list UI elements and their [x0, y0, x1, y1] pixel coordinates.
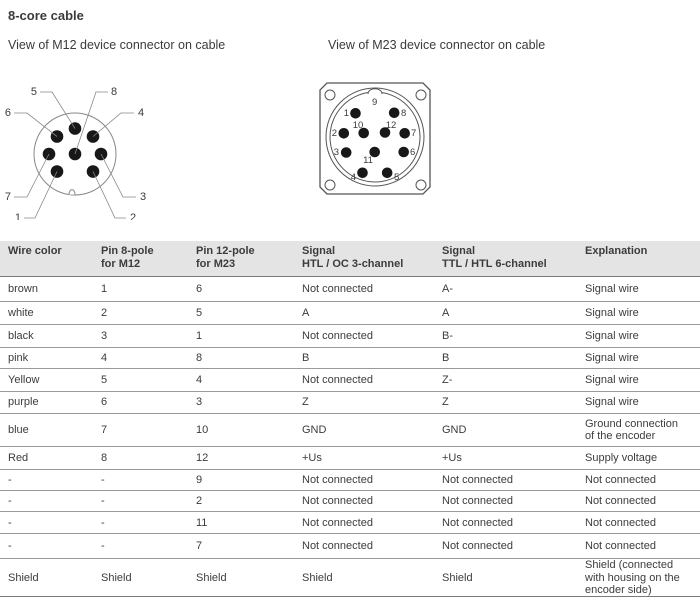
svg-text:10: 10	[353, 120, 364, 131]
svg-text:1: 1	[15, 212, 21, 220]
svg-text:7: 7	[411, 128, 416, 139]
svg-text:8: 8	[401, 108, 406, 119]
svg-text:2: 2	[332, 128, 337, 139]
svg-text:5: 5	[31, 86, 37, 98]
svg-text:4: 4	[138, 107, 144, 119]
svg-text:9: 9	[372, 97, 377, 108]
svg-text:7: 7	[5, 191, 11, 203]
svg-text:11: 11	[363, 155, 373, 166]
svg-text:5: 5	[394, 172, 399, 183]
svg-text:3: 3	[140, 191, 146, 203]
svg-text:2: 2	[130, 212, 136, 220]
svg-text:3: 3	[334, 147, 339, 158]
svg-text:8: 8	[111, 86, 117, 98]
svg-text:6: 6	[5, 107, 11, 119]
svg-text:12: 12	[386, 120, 397, 131]
svg-text:4: 4	[351, 172, 356, 183]
svg-text:6: 6	[410, 147, 415, 158]
svg-text:1: 1	[344, 108, 349, 119]
